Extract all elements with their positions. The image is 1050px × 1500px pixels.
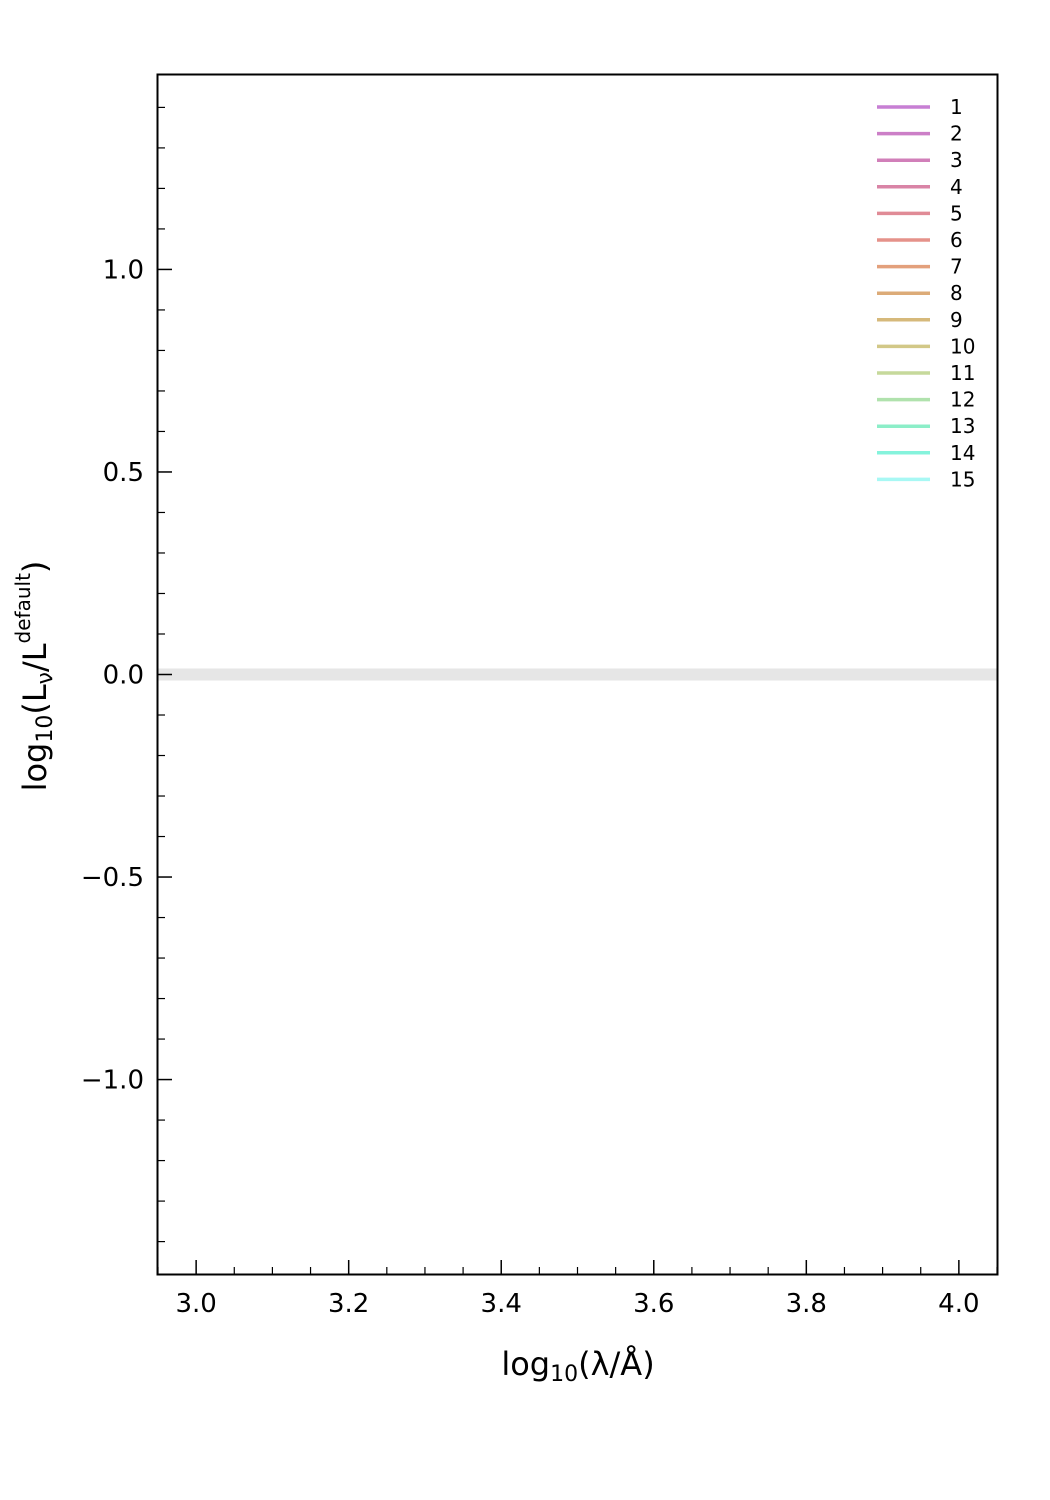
y-tick-label: 1.0	[103, 255, 144, 285]
legend-label-12: 12	[950, 388, 975, 412]
x-tick-label: 3.4	[481, 1289, 522, 1319]
y-axis-title-mid2: /L	[16, 643, 54, 672]
y-tick-label: −1.0	[81, 1066, 144, 1096]
x-tick-label: 4.0	[938, 1289, 979, 1319]
tick-layer: 3.0 3.2 3.4 3.6 3.8 4.0 −1.0 −0.5 0.0 0.5 1.0	[81, 106, 998, 1319]
y-axis-title-sup: default	[11, 573, 35, 644]
legend-label-5: 5	[950, 201, 963, 225]
reference-band-y0	[158, 668, 997, 681]
legend-label-3: 3	[950, 148, 963, 172]
x-tick-label: 3.2	[328, 1289, 369, 1319]
legend-label-15: 15	[950, 467, 975, 491]
x-tick-label: 3.8	[786, 1289, 827, 1319]
x-axis-title: log10(λ/Å)	[501, 1345, 654, 1387]
plot-frame	[156, 73, 999, 1276]
legend-label-4: 4	[950, 175, 963, 199]
x-tick-label: 3.0	[175, 1289, 216, 1319]
legend-label-7: 7	[950, 255, 963, 279]
y-tick-label: −0.5	[81, 863, 144, 893]
y-tick-label: 0.5	[103, 458, 144, 488]
x-axis-title-sub: 10	[550, 1362, 578, 1387]
legend-label-1: 1	[950, 95, 963, 119]
y-axis-title-sub: 10	[33, 715, 58, 743]
legend-label-14: 14	[950, 441, 975, 465]
legend-label-13: 13	[950, 414, 975, 438]
legend-label-11: 11	[950, 361, 975, 385]
legend-label-10: 10	[950, 334, 975, 358]
y-axis-title-post: )	[16, 561, 54, 573]
y-axis-title-pre: log	[16, 743, 54, 792]
legend-label-8: 8	[950, 281, 963, 305]
reference-band-layer	[158, 668, 997, 681]
legend-label-9: 9	[950, 308, 963, 332]
y-axis-title: log10(Lν/Ldefault)	[11, 561, 58, 792]
legend-label-6: 6	[950, 228, 963, 252]
x-tick-label: 3.6	[633, 1289, 674, 1319]
y-axis-title-mid: (L	[16, 684, 54, 714]
x-axis-title-post: (λ/Å)	[578, 1345, 655, 1383]
y-tick-label: 0.0	[103, 661, 144, 691]
legend-label-2: 2	[950, 122, 963, 146]
y-axis-title-sub2: ν	[33, 672, 58, 684]
x-axis-title-pre: log	[501, 1345, 550, 1383]
